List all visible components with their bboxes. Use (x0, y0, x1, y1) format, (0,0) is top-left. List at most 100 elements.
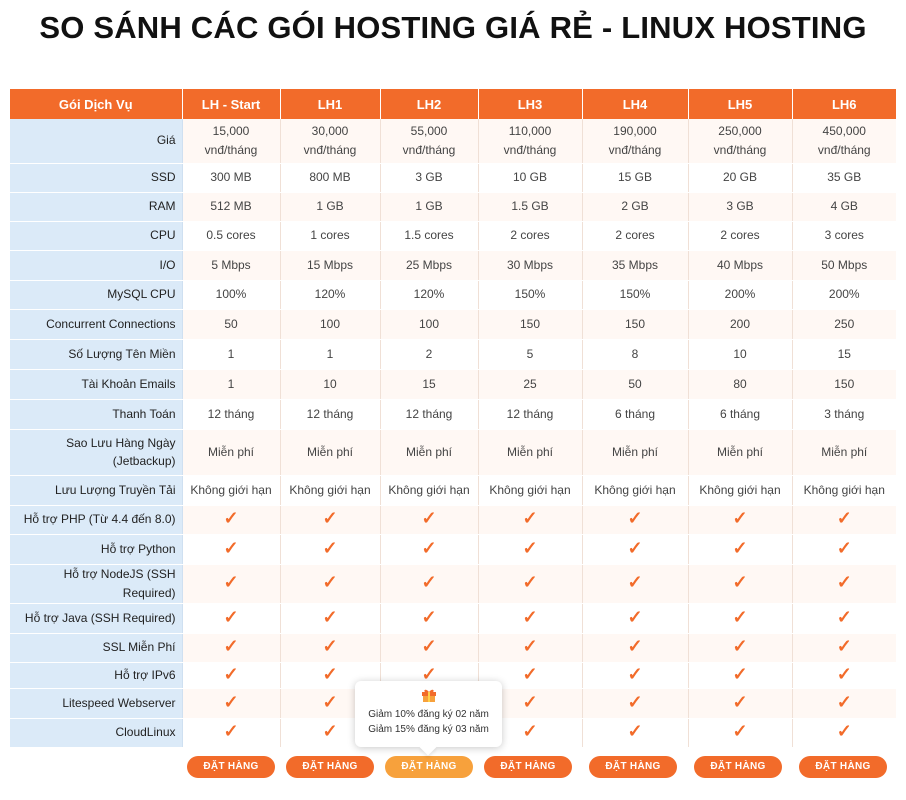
feature-label: Litespeed Webserver (10, 688, 183, 719)
table-cell: Miễn phí (582, 429, 689, 476)
table-cell: ✓ (182, 534, 281, 565)
table-cell: 2 cores (688, 221, 793, 251)
order-button[interactable]: ĐẶT HÀNG (589, 756, 677, 778)
checkmark-icon: ✓ (627, 721, 643, 741)
table-cell: 15 (792, 339, 896, 370)
checkmark-icon: ✓ (732, 691, 748, 712)
table-cell: 3 GB (688, 192, 793, 222)
table-cell: 10 (688, 339, 793, 370)
table-cell: 6 tháng (582, 399, 689, 430)
table-cell: 200% (792, 280, 896, 310)
table-cell: 150% (582, 280, 689, 310)
table-cell: ✓ (792, 633, 896, 663)
plan-header: LH6 (792, 89, 896, 119)
checkmark-icon: ✓ (732, 636, 748, 656)
feature-label: CloudLinux (10, 718, 183, 748)
plan-header: LH - Start (182, 89, 281, 119)
table-cell: ✓ (182, 718, 281, 748)
table-cell: 35 Mbps (582, 250, 689, 281)
table-cell: Miễn phí (182, 429, 281, 476)
table-row: Hỗ trợ PHP (Từ 4.4 đến 8.0) ✓ ✓ ✓ ✓ ✓ ✓ ✓ (10, 505, 896, 535)
table-cell: ✓ (380, 505, 479, 535)
table-row: SSL Miễn Phí ✓ ✓ ✓ ✓ ✓ ✓ ✓ (10, 633, 896, 663)
table-row: Hỗ trợ NodeJS (SSH Required) ✓ ✓ ✓ ✓ ✓ ✓ ✓ (10, 564, 896, 604)
table-cell: 110,000 vnđ/tháng (478, 119, 583, 164)
checkmark-icon: ✓ (627, 691, 643, 712)
checkmark-icon: ✓ (223, 636, 239, 656)
table-cell: 8 (582, 339, 689, 370)
checkmark-icon: ✓ (627, 606, 643, 627)
table-cell: 300 MB (182, 163, 281, 193)
table-cell: ✓ (478, 534, 583, 565)
feature-label: CPU (10, 221, 183, 251)
table-cell: 150% (478, 280, 583, 310)
table-cell: ✓ (582, 505, 689, 535)
table-cell: 12 tháng (182, 399, 281, 430)
feature-label: I/O (10, 250, 183, 281)
table-row: SSD 300 MB 800 MB 3 GB 10 GB 15 GB 20 GB 35 GB (10, 163, 896, 193)
checkmark-icon: ✓ (836, 721, 852, 741)
table-cell: 150 (582, 309, 689, 340)
order-button[interactable]: ĐẶT HÀNG (187, 756, 275, 778)
table-row: RAM 512 MB 1 GB 1 GB 1.5 GB 2 GB 3 GB 4 GB (10, 192, 896, 222)
table-cell: ✓ (792, 718, 896, 748)
feature-label: Hỗ trợ Java (SSH Required) (10, 603, 183, 634)
order-button[interactable]: ĐẶT HÀNG (694, 756, 782, 778)
checkmark-icon: ✓ (421, 663, 437, 684)
table-row: Giá 15,000 vnđ/tháng 30,000 vnđ/tháng 55,00… (10, 119, 896, 164)
checkmark-icon: ✓ (732, 606, 748, 627)
order-button[interactable]: ĐẶT HÀNG (286, 756, 374, 778)
table-cell: ✓ (380, 564, 479, 604)
table-row: Lưu Lượng Truyền Tải Không giới hạn Không … (10, 475, 896, 506)
checkmark-icon: ✓ (322, 636, 338, 656)
feature-label: Sao Lưu Hàng Ngày (Jetbackup) (10, 429, 183, 476)
table-cell: 3 tháng (792, 399, 896, 430)
order-button[interactable]: ĐẶT HÀNG (385, 756, 473, 778)
feature-label: Tài Khoản Emails (10, 369, 183, 400)
table-cell: 30 Mbps (478, 250, 583, 281)
table-cell: Không giới hạn (792, 475, 896, 506)
table-cell: ✓ (688, 633, 793, 663)
table-cell: 190,000 vnđ/tháng (582, 119, 689, 164)
table-row: CPU 0.5 cores 1 cores 1.5 cores 2 cores 2 cor… (10, 221, 896, 251)
checkmark-icon: ✓ (522, 537, 538, 558)
plan-header: LH5 (688, 89, 793, 119)
table-cell: 50 (582, 369, 689, 400)
header-feature: Gói Dịch Vụ (10, 89, 183, 119)
table-cell: 25 Mbps (380, 250, 479, 281)
table-cell: 0.5 cores (182, 221, 281, 251)
table-row: Hỗ trợ Java (SSH Required) ✓ ✓ ✓ ✓ ✓ ✓ ✓ (10, 603, 896, 634)
feature-label: Số Lượng Tên Miền (10, 339, 183, 370)
order-button[interactable]: ĐẶT HÀNG (484, 756, 572, 778)
promo-tooltip: Giảm 10% đăng ký 02 năm Giảm 15% đăng ký… (355, 681, 502, 747)
table-row: Thanh Toán 12 tháng 12 tháng 12 tháng 12 thá… (10, 399, 896, 430)
table-cell: Không giới hạn (380, 475, 479, 506)
table-cell: 3 GB (380, 163, 479, 193)
table-cell: 15,000 vnđ/tháng (182, 119, 281, 164)
table-cell: ✓ (478, 505, 583, 535)
checkmark-icon: ✓ (322, 691, 338, 712)
checkmark-icon: ✓ (522, 691, 538, 712)
checkmark-icon: ✓ (421, 606, 437, 627)
table-cell: ✓ (182, 662, 281, 689)
table-cell: ✓ (582, 603, 689, 634)
table-cell: ✓ (182, 688, 281, 719)
table-cell: ✓ (182, 564, 281, 604)
checkmark-icon: ✓ (421, 572, 437, 592)
table-cell: 25 (478, 369, 583, 400)
table-cell: 5 Mbps (182, 250, 281, 281)
checkmark-icon: ✓ (732, 508, 748, 528)
table-cell: 15 (380, 369, 479, 400)
order-button[interactable]: ĐẶT HÀNG (799, 756, 887, 778)
table-cell: 800 MB (280, 163, 381, 193)
table-cell: 200 (688, 309, 793, 340)
table-cell: ✓ (792, 505, 896, 535)
table-cell: 120% (380, 280, 479, 310)
table-cell: 30,000 vnđ/tháng (280, 119, 381, 164)
table-cell: 15 Mbps (280, 250, 381, 281)
table-cell: ✓ (792, 564, 896, 604)
order-buttons-row: ĐẶT HÀNG ĐẶT HÀNG ĐẶT HÀNG ĐẶT HÀNG ĐẶT HÀNG… (10, 756, 896, 780)
promo-line-2: Giảm 15% đăng ký 03 năm (368, 724, 489, 735)
table-cell: ✓ (582, 718, 689, 748)
plan-header: LH1 (280, 89, 381, 119)
